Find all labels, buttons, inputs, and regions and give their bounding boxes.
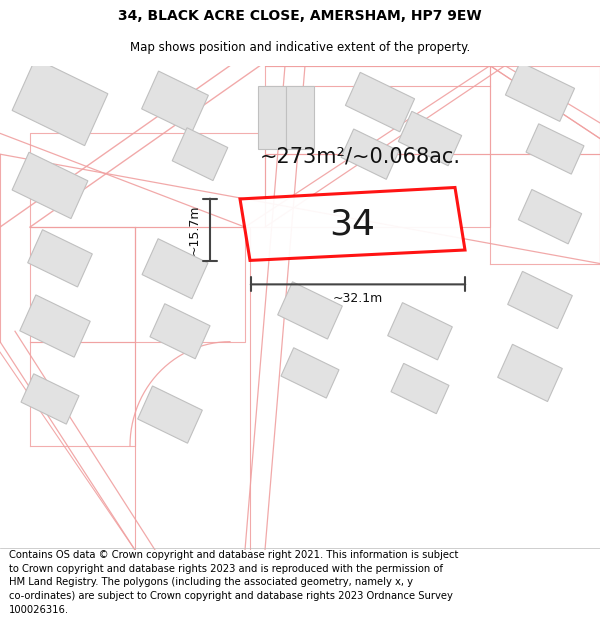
Text: ~32.1m: ~32.1m (333, 292, 383, 306)
Text: 100026316.: 100026316. (9, 604, 69, 614)
Text: Map shows position and indicative extent of the property.: Map shows position and indicative extent… (130, 41, 470, 54)
Text: 34, BLACK ACRE CLOSE, AMERSHAM, HP7 9EW: 34, BLACK ACRE CLOSE, AMERSHAM, HP7 9EW (118, 9, 482, 23)
Text: to Crown copyright and database rights 2023 and is reproduced with the permissio: to Crown copyright and database rights 2… (9, 564, 443, 574)
Polygon shape (172, 127, 228, 181)
Polygon shape (150, 304, 210, 359)
Polygon shape (281, 348, 339, 398)
Text: co-ordinates) are subject to Crown copyright and database rights 2023 Ordnance S: co-ordinates) are subject to Crown copyr… (9, 591, 453, 601)
Polygon shape (497, 344, 562, 401)
Polygon shape (28, 230, 92, 287)
Polygon shape (137, 386, 202, 443)
Polygon shape (341, 129, 399, 179)
Text: ~273m²/~0.068ac.: ~273m²/~0.068ac. (260, 146, 461, 166)
Polygon shape (286, 86, 314, 149)
Polygon shape (346, 72, 415, 132)
Polygon shape (398, 111, 461, 166)
Polygon shape (21, 374, 79, 424)
Text: 34: 34 (329, 208, 376, 241)
Polygon shape (20, 295, 90, 357)
Text: ~15.7m: ~15.7m (187, 204, 200, 255)
Text: Contains OS data © Crown copyright and database right 2021. This information is : Contains OS data © Crown copyright and d… (9, 550, 458, 560)
Polygon shape (258, 86, 286, 149)
Polygon shape (12, 59, 108, 146)
Polygon shape (12, 152, 88, 219)
Polygon shape (240, 188, 465, 261)
Polygon shape (518, 189, 581, 244)
Polygon shape (526, 124, 584, 174)
Polygon shape (505, 62, 575, 121)
Polygon shape (508, 271, 572, 329)
Polygon shape (142, 71, 208, 133)
Polygon shape (278, 282, 343, 339)
Text: HM Land Registry. The polygons (including the associated geometry, namely x, y: HM Land Registry. The polygons (includin… (9, 578, 413, 587)
Polygon shape (388, 302, 452, 360)
Polygon shape (142, 239, 208, 299)
Polygon shape (391, 363, 449, 414)
